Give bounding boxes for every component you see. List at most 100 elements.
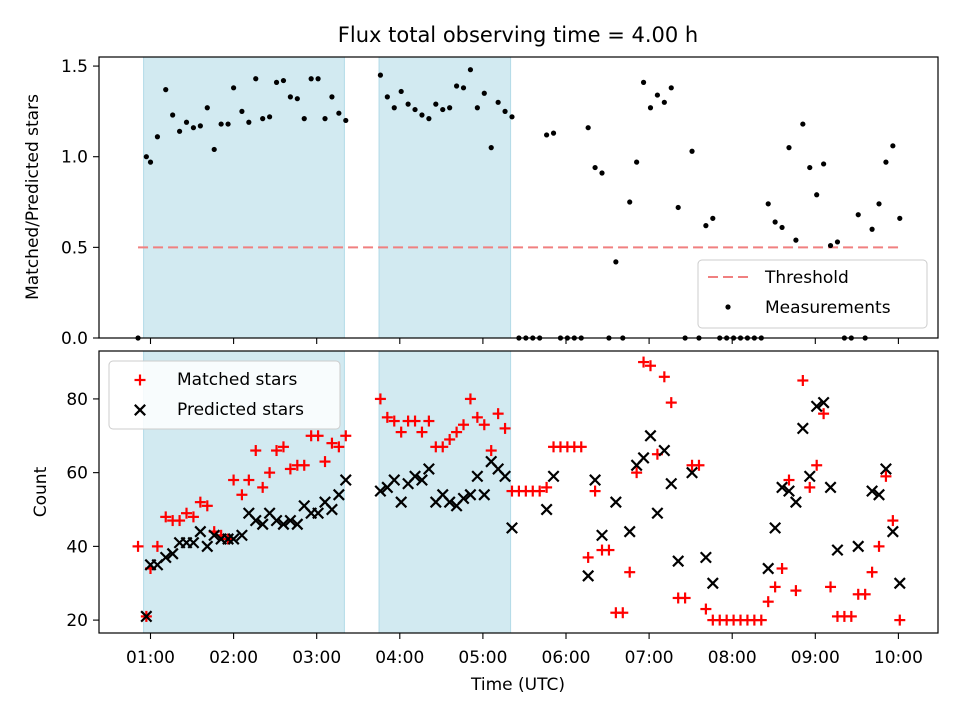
measurement-point: [675, 204, 681, 211]
measurement-point: [495, 99, 501, 105]
predicted-star-point: [706, 577, 719, 590]
predicted-star-point: [651, 507, 664, 520]
measurement-point: [481, 90, 487, 96]
chart-title: Flux total observing time = 4.00 h: [338, 23, 698, 47]
measurement-point: [474, 105, 480, 111]
matched-star-point: [340, 430, 352, 442]
matched-star-point: [492, 408, 504, 420]
measurement-point: [384, 94, 390, 100]
predicted-star-point: [478, 488, 491, 501]
matched-star-point: [381, 411, 393, 423]
predicted-star-point: [194, 525, 207, 538]
measurement-point: [654, 92, 661, 98]
legend-matched-swatch: [134, 374, 146, 386]
measurement-point: [453, 83, 460, 89]
predicted-star-point: [686, 466, 699, 479]
matched-star-point: [624, 566, 636, 578]
matched-star-point: [151, 540, 163, 552]
predicted-star-point: [893, 577, 906, 590]
predicted-star-point: [879, 462, 892, 475]
predicted-star-point: [547, 470, 560, 483]
matched-star-point: [271, 445, 283, 457]
matched-star-point: [693, 459, 705, 471]
measurement-point: [183, 119, 190, 125]
top-panel-frame: [98, 56, 939, 339]
predicted-star-point: [637, 451, 650, 464]
measurement-point: [834, 239, 841, 245]
matched-star-point: [174, 515, 186, 527]
measurement-point: [640, 79, 647, 85]
measurement-point: [703, 223, 709, 229]
legend-predicted-swatch: [134, 404, 146, 416]
predicted-star-point: [762, 562, 775, 575]
predicted-star-point: [540, 503, 553, 516]
matched-star-point: [825, 581, 837, 593]
measurement-point: [391, 105, 397, 111]
predicted-star-point: [817, 396, 830, 409]
predicted-star-point: [374, 485, 387, 498]
matched-star-point: [679, 592, 691, 604]
x-tick-label: 08:00: [708, 648, 757, 668]
matched-star-point: [478, 419, 490, 431]
matched-star-point: [132, 540, 144, 552]
measurement-point: [627, 199, 633, 205]
predicted-star-point: [589, 474, 602, 486]
measurement-point: [419, 112, 425, 118]
bot-y-tick-label: 80: [66, 390, 88, 410]
top-panel: 0.0 0.5 1.0 1.5 Matched/Predicted stars Thr…: [23, 56, 939, 349]
measurement-point: [273, 79, 280, 85]
measurement-point: [821, 161, 827, 167]
predicted-star-point: [270, 514, 283, 527]
x-tick-label: 01:00: [126, 648, 175, 668]
top-y-tick-label: 1.0: [61, 148, 88, 168]
measurement-point: [585, 125, 591, 131]
measurement-point: [855, 212, 861, 218]
measurement-point: [765, 201, 771, 207]
matched-star-point: [312, 430, 324, 442]
matched-star-point: [228, 474, 240, 486]
measurement-point: [231, 85, 237, 91]
measurement-point: [779, 224, 785, 231]
measurement-point: [294, 96, 300, 102]
measurement-point: [253, 76, 259, 82]
predicted-star-point: [227, 533, 240, 545]
measurement-point: [218, 121, 224, 127]
measurement-point: [301, 116, 307, 122]
matched-star-point: [326, 437, 338, 449]
measurement-point: [176, 128, 183, 134]
predicted-star-point: [831, 544, 844, 557]
predicted-star-point: [208, 529, 221, 542]
predicted-star-point: [609, 496, 622, 509]
x-tick-label: 09:00: [791, 648, 840, 668]
measurement-point: [190, 125, 197, 131]
predicted-star-point: [201, 540, 214, 553]
matched-star-point: [887, 515, 899, 527]
predicted-star-point: [499, 470, 512, 483]
matched-star-point: [818, 408, 830, 420]
predicted-star-point: [312, 507, 325, 520]
measurement-point: [204, 105, 210, 111]
measurement-point: [336, 110, 342, 116]
matched-star-point: [859, 588, 871, 600]
measurement-point: [315, 76, 321, 82]
predicted-star-point: [789, 496, 802, 509]
matched-star-point: [451, 426, 463, 438]
matched-star-point: [783, 474, 795, 486]
measurement-point: [170, 112, 176, 118]
x-tick-label: 04:00: [375, 648, 424, 668]
predicted-star-point: [776, 481, 789, 494]
legend-matched-label: Matched stars: [177, 370, 297, 390]
bot-y-tick-label: 40: [66, 537, 88, 557]
measurement-point: [143, 154, 149, 160]
top-y-tick-label: 0.0: [61, 329, 88, 349]
predicted-star-point: [824, 481, 837, 494]
matched-star-point: [388, 415, 400, 427]
measurement-point: [814, 192, 820, 198]
predicted-star-point: [325, 503, 338, 516]
predicted-star-point: [457, 492, 470, 505]
measurement-point: [426, 116, 432, 122]
measurement-point: [488, 145, 494, 151]
predicted-star-point: [256, 518, 269, 531]
measurement-point: [647, 105, 654, 111]
